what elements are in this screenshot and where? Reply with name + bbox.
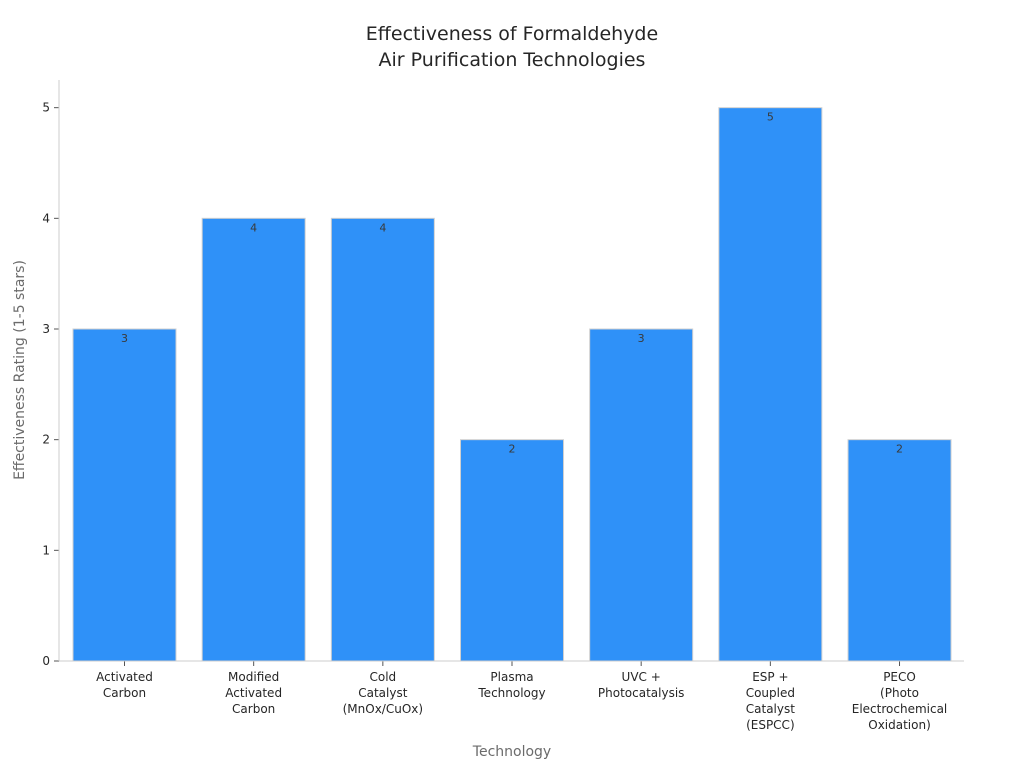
x-tick-label-line: (ESPCC) bbox=[746, 718, 795, 732]
bar bbox=[330, 217, 435, 662]
chart-title-line-2: Air Purification Technologies bbox=[379, 49, 646, 71]
bar-value-label: 2 bbox=[509, 443, 516, 456]
x-tick-label-line: Catalyst bbox=[358, 686, 407, 700]
x-tick-label-line: Carbon bbox=[232, 702, 275, 716]
bar bbox=[718, 107, 823, 662]
x-axis-label: Technology bbox=[472, 744, 551, 760]
y-tick-label: 1 bbox=[42, 543, 50, 557]
bar bbox=[201, 217, 306, 662]
bar bbox=[589, 328, 694, 662]
x-tick-label-line: Carbon bbox=[103, 686, 146, 700]
y-tick-label: 0 bbox=[42, 654, 50, 668]
x-tick-label-line: Technology bbox=[477, 686, 545, 700]
chart-title-line-1: Effectiveness of Formaldehyde bbox=[366, 23, 658, 45]
bars-group bbox=[72, 107, 952, 662]
x-axis-ticks: Activated Carbon Modified Activated Carbon Co… bbox=[96, 661, 947, 732]
y-tick-label: 5 bbox=[42, 101, 50, 115]
x-tick-label-line: Activated bbox=[225, 686, 282, 700]
x-tick-label-line: Photocatalysis bbox=[598, 686, 685, 700]
bar bbox=[847, 439, 952, 662]
x-tick-label-line: PECO bbox=[883, 670, 916, 684]
bar-value-label: 4 bbox=[379, 221, 386, 234]
x-tick-label: PECO (Photo Electrochemical Oxidation) bbox=[852, 670, 948, 732]
x-tick-label-line: (MnOx/CuOx) bbox=[343, 702, 423, 716]
bar bbox=[460, 439, 565, 662]
y-tick-label: 2 bbox=[42, 433, 50, 447]
y-axis-ticks: 0 1 2 3 4 5 bbox=[42, 101, 59, 668]
x-tick-label-line: Catalyst bbox=[746, 702, 795, 716]
x-tick-label: Cold Catalyst (MnOx/CuOx) bbox=[343, 670, 423, 716]
bar-value-label: 4 bbox=[250, 221, 257, 234]
x-tick-label: Activated Carbon bbox=[96, 670, 153, 700]
y-tick-label: 4 bbox=[42, 211, 50, 225]
bar bbox=[72, 328, 177, 662]
x-tick-label-line: Coupled bbox=[746, 686, 795, 700]
y-tick-label: 3 bbox=[42, 322, 50, 336]
y-axis-label: Effectiveness Rating (1-5 stars) bbox=[12, 260, 28, 480]
x-tick-label: Plasma Technology bbox=[477, 670, 545, 700]
x-tick-label-line: Electrochemical bbox=[852, 702, 948, 716]
x-tick-label: ESP + Coupled Catalyst (ESPCC) bbox=[746, 670, 796, 732]
x-tick-label-line: (Photo bbox=[880, 686, 919, 700]
x-tick-label-line: ESP + bbox=[752, 670, 788, 684]
x-tick-label-line: Cold bbox=[370, 670, 397, 684]
bar-value-label: 5 bbox=[767, 111, 774, 124]
x-tick-label-line: UVC + bbox=[622, 670, 661, 684]
x-tick-label-line: Activated bbox=[96, 670, 153, 684]
x-tick-label: Modified Activated Carbon bbox=[225, 670, 282, 716]
data-labels-group: 3 4 4 2 3 5 2 bbox=[121, 111, 903, 456]
x-tick-label: UVC + Photocatalysis bbox=[598, 670, 685, 700]
bar-value-label: 3 bbox=[121, 332, 128, 345]
bar-value-label: 3 bbox=[638, 332, 645, 345]
x-tick-label-line: Oxidation) bbox=[868, 718, 931, 732]
x-tick-label-line: Plasma bbox=[490, 670, 533, 684]
bar-value-label: 2 bbox=[896, 443, 903, 456]
x-tick-label-line: Modified bbox=[228, 670, 279, 684]
